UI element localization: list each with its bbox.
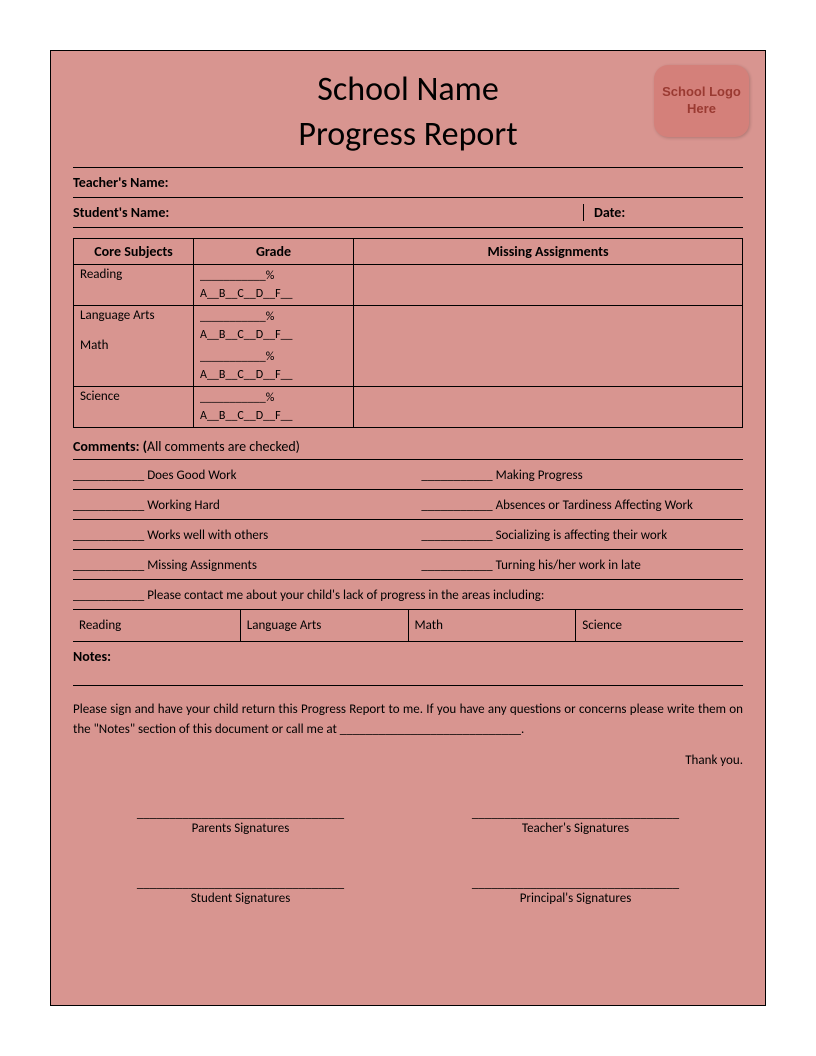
col-header-subjects: Core Subjects [74,239,194,265]
subjects-table: Core Subjects Grade Missing Assignments … [73,238,743,428]
check-blank: ___________ [421,498,492,513]
grade-cell: ___________% A__B__C__D__F__ [194,265,354,306]
contact-text: Please contact me about your child's lac… [147,588,544,603]
logo-text: School Logo Here [654,84,749,118]
comments-label-bold: Comments: ( [73,438,147,455]
comment-row: ___________ Works well with others _____… [73,520,743,550]
instructions-text: Please sign and have your child return t… [73,700,743,739]
table-row: Language Arts Math ___________% A__B__C_… [74,306,743,347]
grade-cell: ___________% A__B__C__D__F__ [194,346,354,387]
check-blank: ___________ [73,498,144,513]
areas-row: Reading Language Arts Math Science [73,610,743,642]
comment-item: Making Progress [496,468,583,483]
school-name-title: School Name [73,69,743,110]
signature-student: ________________________________ Student… [73,836,408,906]
area-reading: Reading [73,610,240,641]
signature-teacher: ________________________________ Teacher… [408,788,743,836]
signatures-grid: ________________________________ Parents… [73,788,743,906]
grade-percent-line: ___________% [200,391,274,405]
grade-cell: ___________% A__B__C__D__F__ [194,306,354,347]
comment-item: Working Hard [147,498,220,513]
signature-line: ________________________________ [428,876,723,891]
comment-item: Socializing is affecting their work [496,528,668,543]
header: School Logo Here School Name Progress Re… [73,69,743,155]
contact-row: ___________ Please contact me about your… [73,580,743,610]
thank-you-text: Thank you. [73,753,743,768]
signature-line: ________________________________ [93,876,388,891]
signature-label-parents: Parents Signatures [192,821,290,836]
subject-math: Math [80,338,108,353]
subject-cell: Reading [74,265,194,306]
missing-cell [354,306,743,387]
grade-letter-line: A__B__C__D__F__ [200,368,293,382]
check-blank: ___________ [73,558,144,573]
comment-item: Turning his/her work in late [496,558,641,573]
area-math: Math [408,610,576,641]
area-science: Science [575,610,743,641]
comment-row: ___________ Working Hard ___________ Abs… [73,490,743,520]
table-header-row: Core Subjects Grade Missing Assignments [74,239,743,265]
comment-row: ___________ Does Good Work ___________ M… [73,460,743,490]
check-blank: ___________ [73,588,144,603]
grade-percent-line: ___________% [200,310,274,324]
name-section: Teacher's Name: Student's Name: Date: [73,167,743,228]
col-header-missing: Missing Assignments [354,239,743,265]
school-logo-placeholder: School Logo Here [654,65,749,137]
grade-cell: ___________% A__B__C__D__F__ [194,387,354,428]
grade-percent-line: ___________% [200,350,274,364]
signature-principal: ________________________________ Princip… [408,836,743,906]
signature-label-student: Student Signatures [191,891,291,906]
signature-line: ________________________________ [93,806,388,821]
check-blank: ___________ [421,528,492,543]
signature-label-principal: Principal's Signatures [520,891,632,906]
date-label: Date: [583,204,743,221]
grade-letter-line: A__B__C__D__F__ [200,328,293,342]
col-header-grade: Grade [194,239,354,265]
missing-cell [354,387,743,428]
subject-cell-lang-math: Language Arts Math [74,306,194,387]
subject-language-arts: Language Arts [80,308,155,323]
comment-row: ___________ Missing Assignments ________… [73,550,743,580]
check-blank: ___________ [421,558,492,573]
signature-parents: ________________________________ Parents… [73,788,408,836]
check-blank: ___________ [73,468,144,483]
grade-letter-line: A__B__C__D__F__ [200,409,293,423]
notes-label: Notes: [73,642,743,686]
comment-item: Does Good Work [147,468,236,483]
check-blank: ___________ [421,468,492,483]
grade-letter-line: A__B__C__D__F__ [200,287,293,301]
comment-item: Missing Assignments [147,558,257,573]
table-row: Science ___________% A__B__C__D__F__ [74,387,743,428]
table-row: Reading ___________% A__B__C__D__F__ [74,265,743,306]
check-blank: ___________ [73,528,144,543]
grade-percent-line: ___________% [200,269,274,283]
student-name-label: Student's Name: [73,204,583,221]
comment-item: Works well with others [147,528,268,543]
subject-cell: Science [74,387,194,428]
signature-line: ________________________________ [428,806,723,821]
student-date-row: Student's Name: Date: [73,197,743,227]
comment-item: Absences or Tardiness Affecting Work [496,498,693,513]
missing-cell [354,265,743,306]
progress-report-page: School Logo Here School Name Progress Re… [50,50,766,1006]
teacher-name-row: Teacher's Name: [73,168,743,197]
signature-label-teacher: Teacher's Signatures [522,821,629,836]
comments-label-rest: All comments are checked) [147,438,300,455]
teacher-name-label: Teacher's Name: [73,174,743,191]
report-title: Progress Report [73,114,743,155]
comments-header: Comments: (All comments are checked) [73,434,743,460]
area-language-arts: Language Arts [240,610,408,641]
